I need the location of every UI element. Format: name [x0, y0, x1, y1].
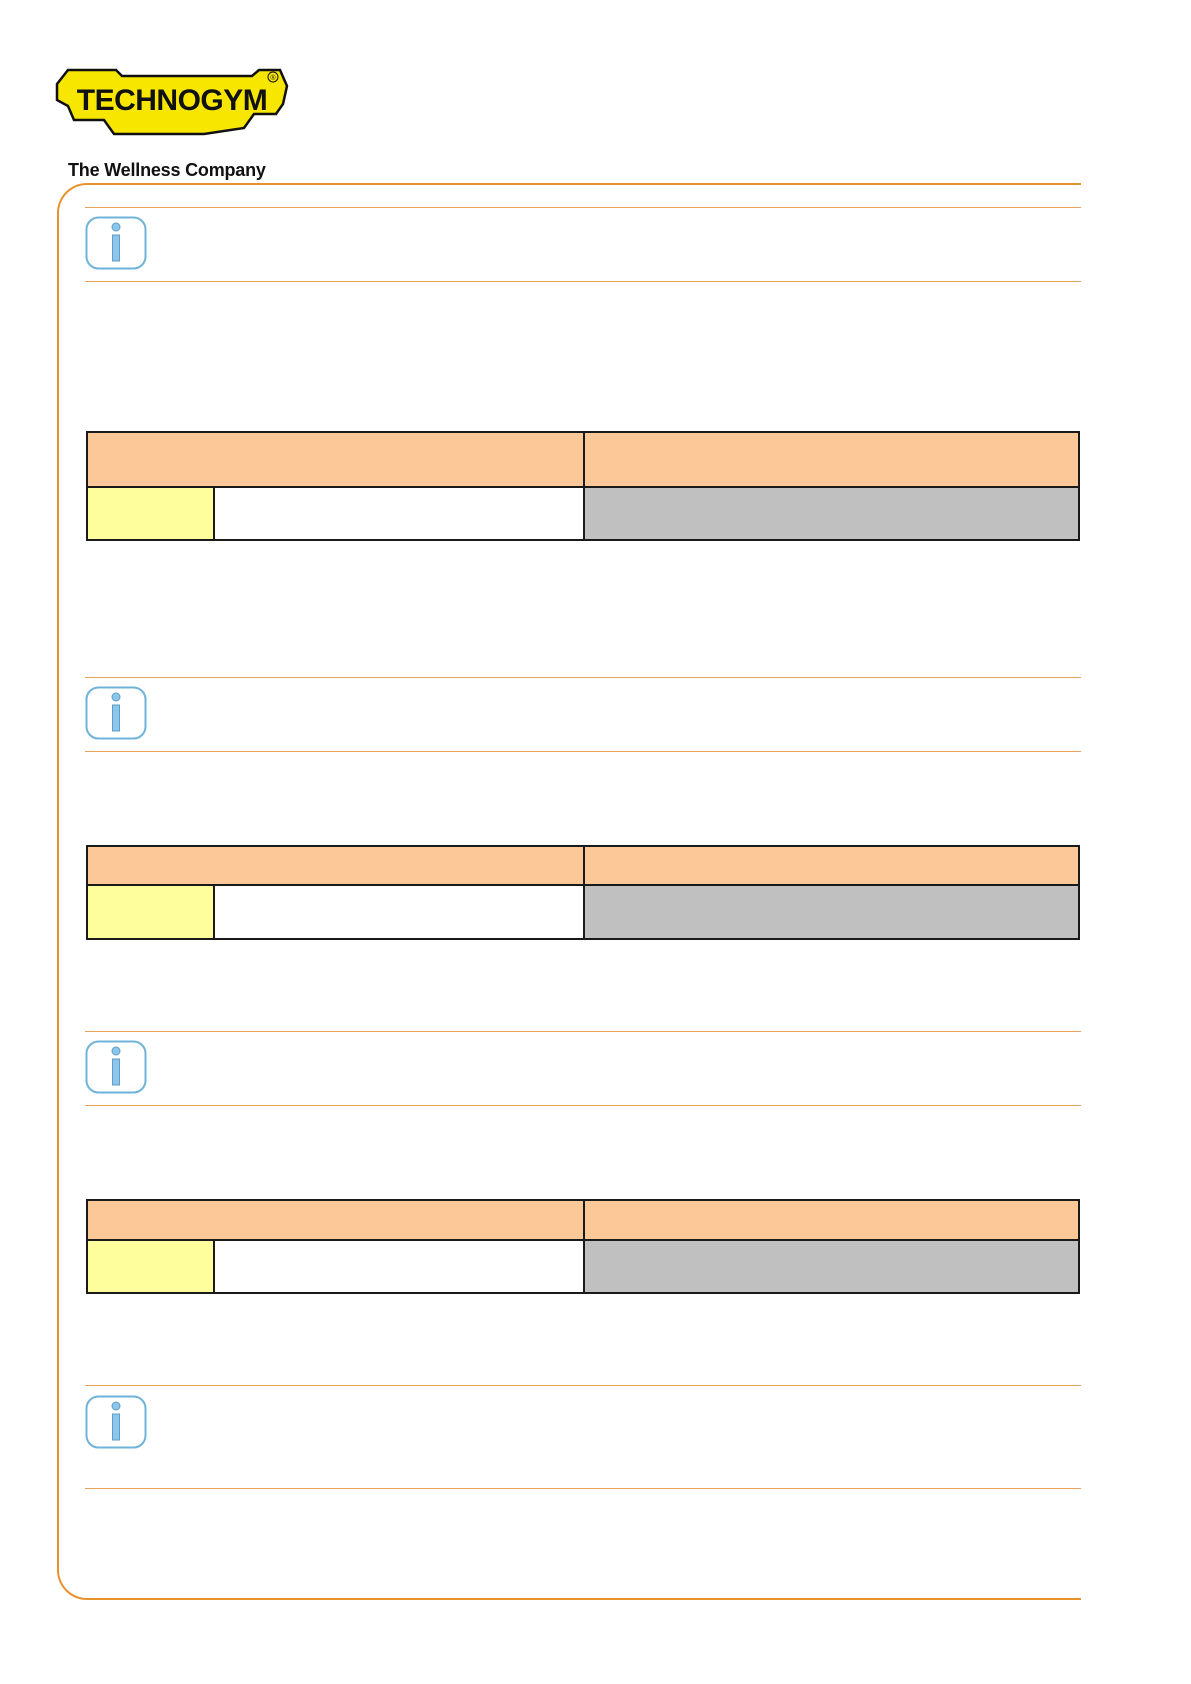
table-column-divider — [583, 433, 585, 539]
note-bottom-rule — [85, 1488, 1081, 1489]
info-icon — [85, 686, 147, 740]
table-cell-code — [88, 488, 215, 539]
note-top-rule — [85, 1031, 1081, 1032]
table-cell-description — [217, 886, 583, 938]
registered-mark: ® — [270, 74, 276, 82]
parameter-table — [86, 431, 1080, 541]
table-cell-code — [88, 1241, 215, 1292]
info-icon — [85, 216, 147, 270]
technogym-logo: TECHNOGYM ® — [55, 68, 289, 136]
logo-wordmark: TECHNOGYM — [77, 84, 268, 117]
table-cell-description — [217, 488, 583, 539]
note-bottom-rule — [85, 1105, 1081, 1106]
page-frame — [57, 183, 1081, 1600]
registered-mark-circle — [267, 71, 279, 83]
info-icon — [85, 1040, 147, 1094]
note-top-rule — [85, 677, 1081, 678]
table-cell-value — [585, 886, 1078, 938]
table-column-divider — [583, 1201, 585, 1292]
parameter-table — [86, 1199, 1080, 1294]
table-cell-value — [585, 1241, 1078, 1292]
table-cell-description — [217, 1241, 583, 1292]
parameter-table — [86, 845, 1080, 940]
company-tagline: The Wellness Company — [68, 160, 266, 180]
note-bottom-rule — [85, 751, 1081, 752]
note-bottom-rule — [85, 281, 1081, 282]
info-icon — [85, 1395, 147, 1449]
table-cell-value — [585, 488, 1078, 539]
table-cell-code — [88, 886, 215, 938]
note-top-rule — [85, 207, 1081, 208]
table-column-divider — [583, 847, 585, 938]
note-top-rule — [85, 1385, 1081, 1386]
